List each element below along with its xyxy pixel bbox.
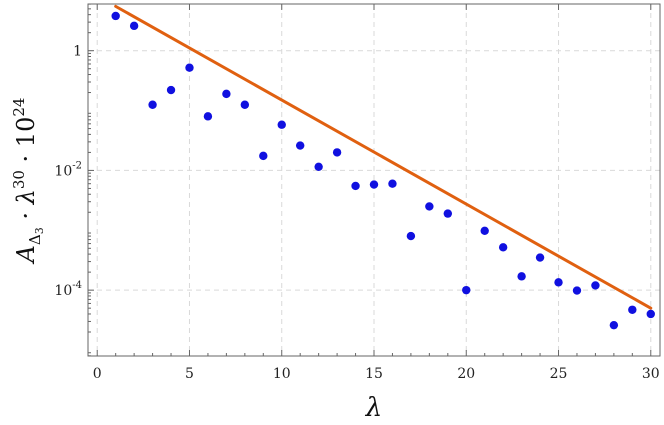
data-point (406, 231, 416, 241)
data-point (591, 281, 600, 290)
data-point (314, 162, 323, 171)
y-tick-label: 10-2 (54, 160, 82, 179)
data-point (369, 180, 379, 189)
y-tick-label: 1 (73, 44, 82, 60)
data-points-layer (111, 11, 655, 330)
x-tick-label: 10 (273, 366, 291, 382)
data-point (388, 179, 397, 188)
fit-line-layer (114, 4, 653, 310)
data-point (351, 181, 360, 191)
data-point (222, 89, 231, 99)
data-point (517, 272, 526, 281)
data-point (185, 63, 194, 72)
y-axis-label: AΔ3 · λ30 · 1024 (10, 98, 46, 265)
data-point (129, 21, 139, 31)
data-point (425, 202, 434, 211)
x-tick-label: 30 (642, 366, 660, 382)
data-point (498, 243, 508, 252)
data-point (462, 285, 471, 295)
data-point (646, 309, 655, 319)
data-point (166, 85, 176, 95)
y-tick-label: 10-4 (54, 280, 82, 299)
fit-line (114, 4, 653, 310)
data-point (480, 226, 489, 236)
x-tick-label: 25 (550, 366, 568, 382)
x-axis-label: λ (365, 393, 382, 423)
data-point (332, 148, 342, 157)
x-tick-label: 15 (365, 366, 383, 382)
axis-ticks: 0 5 10 15 20 25 30 1 10-2 10-4 (54, 3, 660, 382)
data-point (609, 320, 619, 330)
data-point (259, 151, 268, 161)
data-point (111, 11, 120, 21)
data-point (572, 286, 582, 295)
data-point (295, 141, 305, 150)
data-point (443, 209, 453, 218)
grid-lines (88, 4, 660, 356)
data-point (203, 112, 213, 121)
data-point (535, 253, 545, 262)
x-tick-label: 0 (93, 366, 102, 382)
data-point (277, 120, 286, 129)
data-point (148, 100, 157, 109)
x-tick-label: 5 (185, 366, 194, 382)
x-tick-label: 20 (457, 366, 475, 382)
data-point (554, 278, 563, 287)
data-point (628, 305, 637, 314)
data-point (240, 100, 250, 109)
